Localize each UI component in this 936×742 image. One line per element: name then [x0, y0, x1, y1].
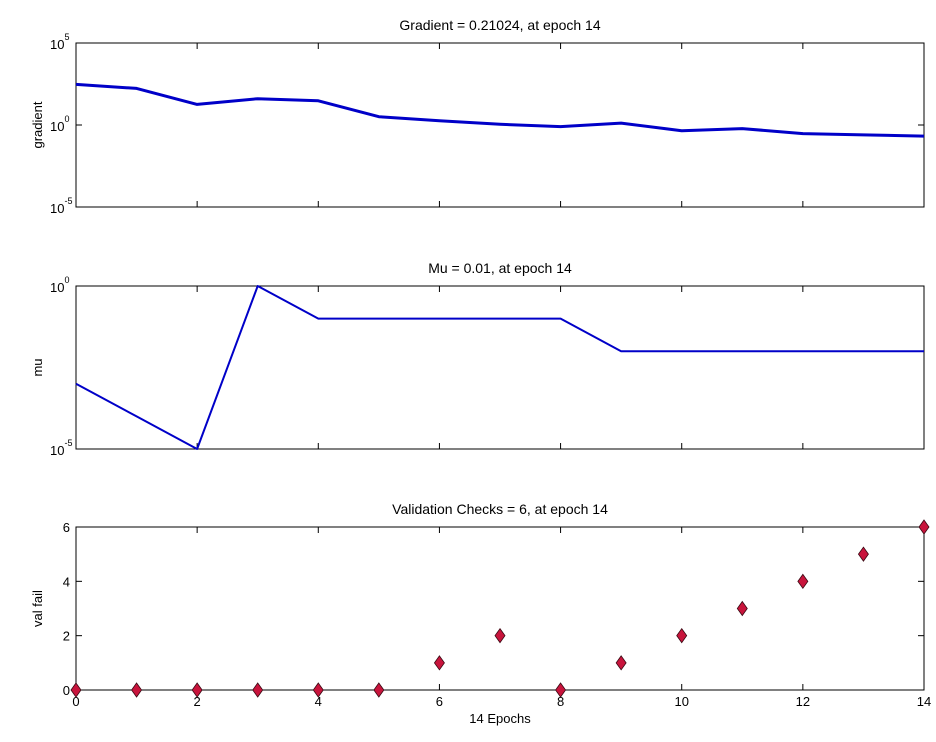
- x-tick-label: 0: [72, 694, 79, 709]
- subplot-3: 0 2 4 6 8 10 12 14 0 2 4 6 Validation Checks = 6, at…: [30, 501, 931, 726]
- y-axis-label: mu: [30, 358, 45, 376]
- y-tick-exponent: -5: [64, 196, 72, 206]
- subplot-1: 105 100 10-5 Gradient = 0.21024, at epoch 1…: [30, 17, 925, 216]
- y-tick-label: 2: [63, 629, 70, 644]
- y-tick-label: 105: [50, 32, 69, 52]
- data-point-marker: [736, 600, 748, 617]
- chart-title: Validation Checks = 6, at epoch 14: [392, 501, 608, 517]
- data-point-marker: [615, 655, 627, 671]
- plot-area-frame: [75, 526, 925, 691]
- y-axis-label: val fail: [30, 590, 45, 627]
- data-point-marker: [494, 627, 506, 644]
- y-tick-exponent: 5: [64, 32, 69, 42]
- x-tick-label: 4: [315, 694, 322, 709]
- data-point-marker: [131, 682, 143, 698]
- x-tick-label: 2: [194, 694, 201, 709]
- data-point-marker: [797, 573, 809, 590]
- data-point-marker: [252, 682, 264, 698]
- x-tick-label: 8: [557, 694, 564, 709]
- x-tick-label: 12: [796, 694, 810, 709]
- y-tick-label: 100: [50, 275, 69, 295]
- x-tick-label: 6: [436, 694, 443, 709]
- y-tick-exponent: -5: [64, 438, 72, 448]
- chart-title: Gradient = 0.21024, at epoch 14: [399, 17, 600, 33]
- y-tick-label: 100: [50, 114, 69, 134]
- y-tick-exponent: 0: [64, 114, 69, 124]
- y-tick-label: 4: [63, 574, 70, 589]
- chart-title: Mu = 0.01, at epoch 14: [428, 260, 572, 276]
- data-point-marker: [70, 682, 82, 698]
- data-point-marker: [918, 519, 930, 535]
- data-point-marker: [676, 627, 688, 644]
- data-point-marker: [555, 682, 567, 698]
- data-point-marker: [433, 655, 445, 671]
- subplot-2: 100 10-5 Mu = 0.01, at epoch 14 mu: [30, 260, 925, 458]
- y-tick-exponent: 0: [64, 275, 69, 285]
- plot-area-frame: [75, 285, 925, 450]
- y-tick-label: 6: [63, 520, 70, 535]
- series-line: [75, 82, 925, 138]
- data-point-marker: [373, 682, 385, 698]
- x-axis-label: 14 Epochs: [469, 711, 531, 726]
- y-tick-label: 10-5: [50, 438, 72, 458]
- data-point-marker: [312, 682, 324, 698]
- y-tick-label: 0: [63, 683, 70, 698]
- series-line: [75, 285, 924, 450]
- x-tick-label: 14: [917, 694, 931, 709]
- data-point-marker: [857, 546, 869, 562]
- x-tick-label: 10: [674, 694, 688, 709]
- y-tick-label: 10-5: [50, 196, 72, 216]
- y-axis-label: gradient: [30, 101, 45, 148]
- data-point-marker: [191, 682, 203, 698]
